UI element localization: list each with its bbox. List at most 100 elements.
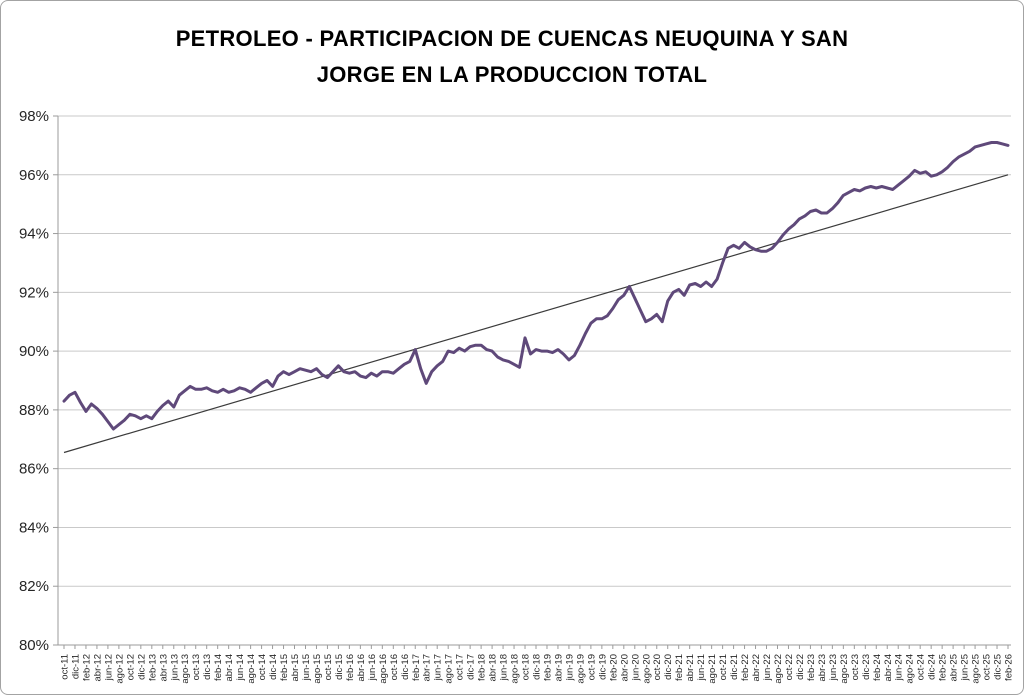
x-tick-label: dic-19 bbox=[597, 654, 608, 680]
x-tick-label: feb-20 bbox=[608, 654, 619, 681]
y-axis bbox=[53, 115, 59, 646]
x-tick-label: ago-20 bbox=[641, 654, 652, 684]
x-tick-label: feb-12 bbox=[81, 654, 92, 681]
x-tick-label: jun-16 bbox=[367, 654, 378, 681]
x-tick-label: oct-11 bbox=[60, 654, 71, 680]
x-tick-label: abr-15 bbox=[290, 654, 301, 681]
x-tick-label: dic-16 bbox=[400, 654, 411, 680]
x-tick-label: feb-15 bbox=[279, 654, 290, 681]
x-tick-label: abr-19 bbox=[553, 654, 564, 681]
x-tick-label: oct-19 bbox=[586, 654, 597, 680]
x-tick-label: jun-18 bbox=[499, 654, 510, 681]
x-tick-label: dic-22 bbox=[795, 654, 806, 680]
x-tick-label: ago-13 bbox=[180, 654, 191, 684]
x-tick-label: oct-24 bbox=[916, 654, 927, 680]
x-tick-label: ago-21 bbox=[707, 654, 718, 684]
x-tick-label: oct-25 bbox=[982, 654, 993, 680]
x-tick-label: ago-18 bbox=[510, 654, 521, 684]
x-tick-label: dic-14 bbox=[268, 654, 279, 680]
x-tick-label: dic-20 bbox=[663, 654, 674, 680]
x-axis bbox=[58, 644, 1011, 649]
x-tick-label: oct-14 bbox=[257, 654, 268, 680]
x-tick-label: oct-17 bbox=[455, 654, 466, 680]
x-tick-label: dic-12 bbox=[136, 654, 147, 680]
x-tick-label: jun-19 bbox=[564, 654, 575, 681]
y-tick-label: 96% bbox=[19, 167, 49, 184]
x-tick-label: feb-22 bbox=[740, 654, 751, 681]
x-tick-label: abr-23 bbox=[817, 654, 828, 681]
x-tick-label: feb-26 bbox=[1004, 654, 1015, 681]
x-tick-label: oct-15 bbox=[323, 654, 334, 680]
x-tick-label: jun-21 bbox=[696, 654, 707, 681]
x-tick-label: oct-13 bbox=[191, 654, 202, 680]
x-tick-label: ago-12 bbox=[114, 654, 125, 684]
x-tick-label: abr-12 bbox=[92, 654, 103, 681]
y-tick-label: 84% bbox=[19, 519, 49, 536]
x-tick-label: feb-21 bbox=[674, 654, 685, 681]
x-tick-label: feb-17 bbox=[411, 654, 422, 681]
y-tick-label: 90% bbox=[19, 343, 49, 360]
x-tick-label: oct-18 bbox=[521, 654, 532, 680]
x-tick-label: jun-12 bbox=[103, 654, 114, 681]
x-tick-label: jun-22 bbox=[762, 654, 773, 681]
x-tick-label: abr-16 bbox=[356, 654, 367, 681]
y-tick-label: 94% bbox=[19, 226, 49, 243]
y-axis-labels: 80% 82% 84% 86% 88% 90% 92% 94% 96% 98% bbox=[19, 108, 49, 654]
x-tick-label: ago-19 bbox=[575, 654, 586, 684]
x-tick-label: oct-22 bbox=[784, 654, 795, 680]
x-tick-label: dic-13 bbox=[202, 654, 213, 680]
x-tick-label: ago-25 bbox=[971, 654, 982, 684]
x-tick-label: jun-25 bbox=[960, 654, 971, 681]
x-tick-label: ago-14 bbox=[246, 654, 257, 684]
y-tick-label: 92% bbox=[19, 284, 49, 301]
y-tick-label: 98% bbox=[19, 108, 49, 125]
x-tick-label: oct-12 bbox=[125, 654, 136, 680]
x-tick-label: jun-24 bbox=[894, 654, 905, 681]
x-tick-label: ago-24 bbox=[905, 654, 916, 684]
x-tick-label: jun-15 bbox=[301, 654, 312, 681]
x-tick-label: ago-16 bbox=[378, 654, 389, 684]
x-tick-label: dic-18 bbox=[532, 654, 543, 680]
x-tick-label: feb-25 bbox=[938, 654, 949, 681]
chart-title-line1: PETROLEO - PARTICIPACION DE CUENCAS NEUQ… bbox=[175, 26, 849, 51]
x-tick-label: feb-23 bbox=[806, 654, 817, 681]
x-tick-label: abr-21 bbox=[685, 654, 696, 681]
x-tick-label: jun-14 bbox=[235, 654, 246, 681]
x-tick-label: jun-20 bbox=[630, 654, 641, 681]
x-axis-labels: oct-11 dic-11 feb-12 abr-12 jun-12 ago-12 oct-… bbox=[60, 654, 1015, 684]
x-tick-label: feb-24 bbox=[872, 654, 883, 681]
x-tick-label: dic-21 bbox=[729, 654, 740, 680]
x-tick-label: dic-24 bbox=[927, 654, 938, 680]
x-tick-label: feb-13 bbox=[147, 654, 158, 681]
x-tick-label: ago-22 bbox=[773, 654, 784, 684]
x-tick-label: feb-19 bbox=[542, 654, 553, 681]
x-tick-label: oct-21 bbox=[718, 654, 729, 680]
y-tick-label: 88% bbox=[19, 402, 49, 419]
x-tick-label: dic-23 bbox=[861, 654, 872, 680]
x-tick-label: feb-18 bbox=[477, 654, 488, 681]
x-tick-label: jun-17 bbox=[433, 654, 444, 681]
x-tick-label: feb-16 bbox=[345, 654, 356, 681]
x-tick-label: jun-13 bbox=[169, 654, 180, 681]
trend-line bbox=[63, 174, 1009, 454]
x-tick-label: abr-17 bbox=[422, 654, 433, 681]
y-tick-label: 86% bbox=[19, 461, 49, 478]
x-tick-label: abr-24 bbox=[883, 654, 894, 681]
x-tick-label: abr-13 bbox=[158, 654, 169, 681]
x-tick-label: oct-23 bbox=[850, 654, 861, 680]
x-tick-label: dic-15 bbox=[334, 654, 345, 680]
x-tick-label: ago-17 bbox=[444, 654, 455, 684]
chart-title: PETROLEO - PARTICIPACION DE CUENCAS NEUQ… bbox=[1, 21, 1023, 93]
y-tick-label: 82% bbox=[19, 578, 49, 595]
x-tick-label: abr-18 bbox=[488, 654, 499, 681]
x-tick-label: abr-25 bbox=[949, 654, 960, 681]
x-tick-label: ago-15 bbox=[312, 654, 323, 684]
x-tick-label: abr-22 bbox=[751, 654, 762, 681]
x-tick-label: jun-23 bbox=[828, 654, 839, 681]
series-line bbox=[62, 141, 1010, 431]
y-tick-label: 80% bbox=[19, 637, 49, 654]
x-tick-label: abr-14 bbox=[224, 654, 235, 681]
x-tick-label: oct-20 bbox=[652, 654, 663, 680]
x-tick-label: dic-11 bbox=[70, 654, 81, 679]
